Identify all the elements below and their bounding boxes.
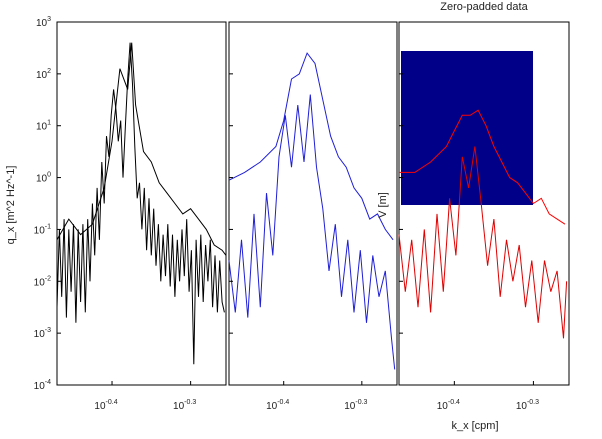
- y-tick-label: 100: [36, 172, 51, 185]
- x-tick-label: 10-0.3: [173, 399, 196, 412]
- y-tick-label: 103: [36, 16, 51, 29]
- overlay-label: V [m]: [377, 192, 389, 218]
- series-raw-line: [228, 94, 396, 370]
- x-tick-label: 10-0.4: [266, 399, 289, 412]
- y-tick-label: 10-2: [34, 275, 51, 288]
- series-envelope-line: [228, 52, 394, 241]
- panel-right-axes-box: [398, 21, 570, 386]
- panel-right: Zero-padded data k_x [cpm] V [m] 10-0.4 1…: [377, 1, 570, 432]
- y-tick-label: 102: [36, 68, 51, 81]
- series-raw-line: [398, 146, 568, 339]
- x-axis-title: k_x [cpm]: [451, 420, 498, 432]
- x-tick-label: 10-0.3: [344, 399, 367, 412]
- y-axis-title: q_x [m^2 Hz^-1]: [5, 166, 17, 245]
- x-tick-label: 10-0.4: [94, 399, 117, 412]
- panel-middle-axes-box: [228, 21, 398, 386]
- y-tick-label: 101: [36, 120, 51, 133]
- panel-title: Zero-padded data: [440, 1, 528, 13]
- panel-left: q_x [m^2 Hz^-1] 10-0.4 10-0.3 10-4 10-3 10-2…: [5, 16, 227, 412]
- y-tick-label: 10-1: [34, 223, 51, 236]
- series-raw-line: [56, 42, 225, 365]
- y-tick-label: 10-3: [34, 327, 51, 340]
- panel-left-axes-box: [56, 21, 227, 386]
- x-tick-label: 10-0.4: [437, 399, 460, 412]
- y-tick-label: 10-4: [34, 379, 51, 392]
- panel-middle: 10-0.4 10-0.3: [228, 21, 398, 412]
- series-envelope-line: [399, 109, 566, 225]
- x-tick-label: 10-0.3: [516, 399, 539, 412]
